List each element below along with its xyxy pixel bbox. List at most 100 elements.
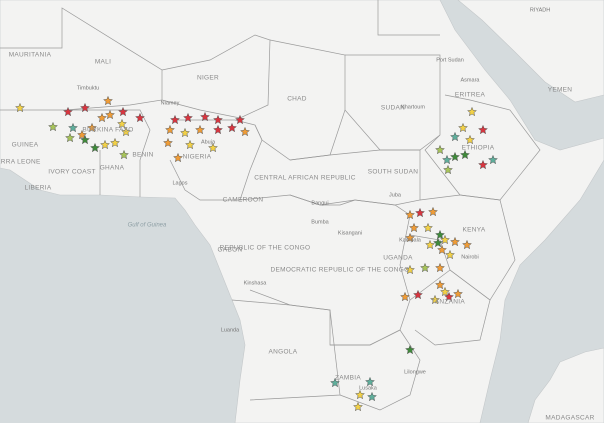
star-marker <box>452 288 464 299</box>
map-label: NIGERIA <box>183 154 212 161</box>
star-marker <box>62 106 74 117</box>
star-marker <box>404 232 416 243</box>
map-label: Kinshasa <box>244 280 268 286</box>
star-marker <box>120 126 132 137</box>
map-label: CAMEROON <box>223 197 264 204</box>
star-marker <box>427 206 439 217</box>
star-marker <box>164 124 176 135</box>
star-marker <box>329 377 341 388</box>
star-marker <box>461 239 473 250</box>
map-label: REPUBLIC OF THE CONGO <box>220 245 311 252</box>
map-label: GHANA <box>100 165 125 172</box>
map-label: Timbuktu <box>77 85 99 91</box>
map-label: Bumba <box>311 219 329 225</box>
map-label: SUDAN <box>381 105 405 112</box>
star-marker <box>408 222 420 233</box>
map-label: Khartoum <box>401 104 425 110</box>
markers <box>14 95 499 412</box>
map-label: Asmara <box>461 77 481 83</box>
border <box>409 194 516 301</box>
map-label: BENIN <box>132 152 153 159</box>
map-label: MAURITANIA <box>9 52 52 59</box>
star-marker <box>199 111 211 122</box>
map-label: ZAMBIA <box>335 375 361 382</box>
star-marker <box>67 122 79 133</box>
map-label: LIBERIA <box>24 185 51 192</box>
map-label: Lagos <box>173 180 188 186</box>
star-marker <box>109 137 121 148</box>
star-marker <box>96 112 108 123</box>
star-marker <box>424 239 436 250</box>
map-label: Port Sudan <box>436 57 464 63</box>
star-marker <box>414 207 426 218</box>
map-label: Luanda <box>221 327 240 333</box>
map-label: RIYADH <box>530 7 550 13</box>
star-marker <box>64 132 76 143</box>
star-marker <box>86 122 98 133</box>
map-label: Abuja <box>201 139 216 145</box>
star-marker <box>226 122 238 133</box>
star-marker <box>239 126 251 137</box>
star-marker <box>104 109 116 120</box>
star-marker <box>429 294 441 305</box>
star-marker <box>434 144 446 155</box>
star-marker <box>404 264 416 275</box>
map-label: BURKINA FASO <box>82 127 133 134</box>
star-marker <box>118 149 130 160</box>
map-label: Niamey <box>161 100 180 106</box>
star-marker <box>184 139 196 150</box>
map-label: CENTRAL AFRICAN REPUBLIC <box>254 175 356 182</box>
land <box>457 0 604 103</box>
star-marker <box>117 106 129 117</box>
map-label: TANZANIA <box>431 299 465 306</box>
star-marker <box>404 344 416 355</box>
border <box>239 194 411 346</box>
star-marker <box>466 106 478 117</box>
labels: MAURITANIA MALI NIGER CHAD SUDAN ERITREA YEMEN… <box>0 7 594 421</box>
border <box>377 0 440 36</box>
star-marker <box>352 401 364 412</box>
map-label: Lusaka <box>359 385 378 391</box>
border <box>344 54 441 151</box>
star-marker <box>134 112 146 123</box>
star-marker <box>399 291 411 302</box>
star-marker <box>207 142 219 153</box>
map-label: Nairobi <box>461 254 478 260</box>
star-marker <box>439 234 451 245</box>
map-label: Lilongwe <box>404 369 426 375</box>
map-label: SIERRA LEONE <box>0 159 41 166</box>
star-marker <box>47 121 59 132</box>
star-marker <box>169 114 181 125</box>
map-label: Bangui <box>311 200 328 206</box>
borders <box>0 0 541 411</box>
map-label: IVORY COAST <box>48 169 96 176</box>
star-marker <box>477 124 489 135</box>
map-label: GUINEA <box>12 142 39 149</box>
map-label: Gulf of Guinea <box>128 223 167 229</box>
star-marker <box>449 151 461 162</box>
star-marker <box>432 237 444 248</box>
land <box>527 347 604 423</box>
star-marker <box>79 102 91 113</box>
star-marker <box>419 262 431 273</box>
star-marker <box>477 159 489 170</box>
star-marker <box>179 127 191 138</box>
star-marker <box>14 102 26 113</box>
star-marker <box>412 289 424 300</box>
star-marker <box>434 279 446 290</box>
star-marker <box>422 222 434 233</box>
star-marker <box>79 134 91 145</box>
star-marker <box>404 209 416 220</box>
map-label: UGANDA <box>383 255 413 262</box>
map-label: ANGOLA <box>269 349 298 356</box>
map-label: Kampala <box>399 237 422 243</box>
star-marker <box>439 286 451 297</box>
map-label: SOUTH SUDAN <box>368 169 419 176</box>
star-marker <box>89 142 101 153</box>
star-marker <box>212 124 224 135</box>
star-marker <box>99 139 111 150</box>
star-marker <box>364 376 376 387</box>
star-marker <box>449 236 461 247</box>
star-marker <box>457 122 469 133</box>
